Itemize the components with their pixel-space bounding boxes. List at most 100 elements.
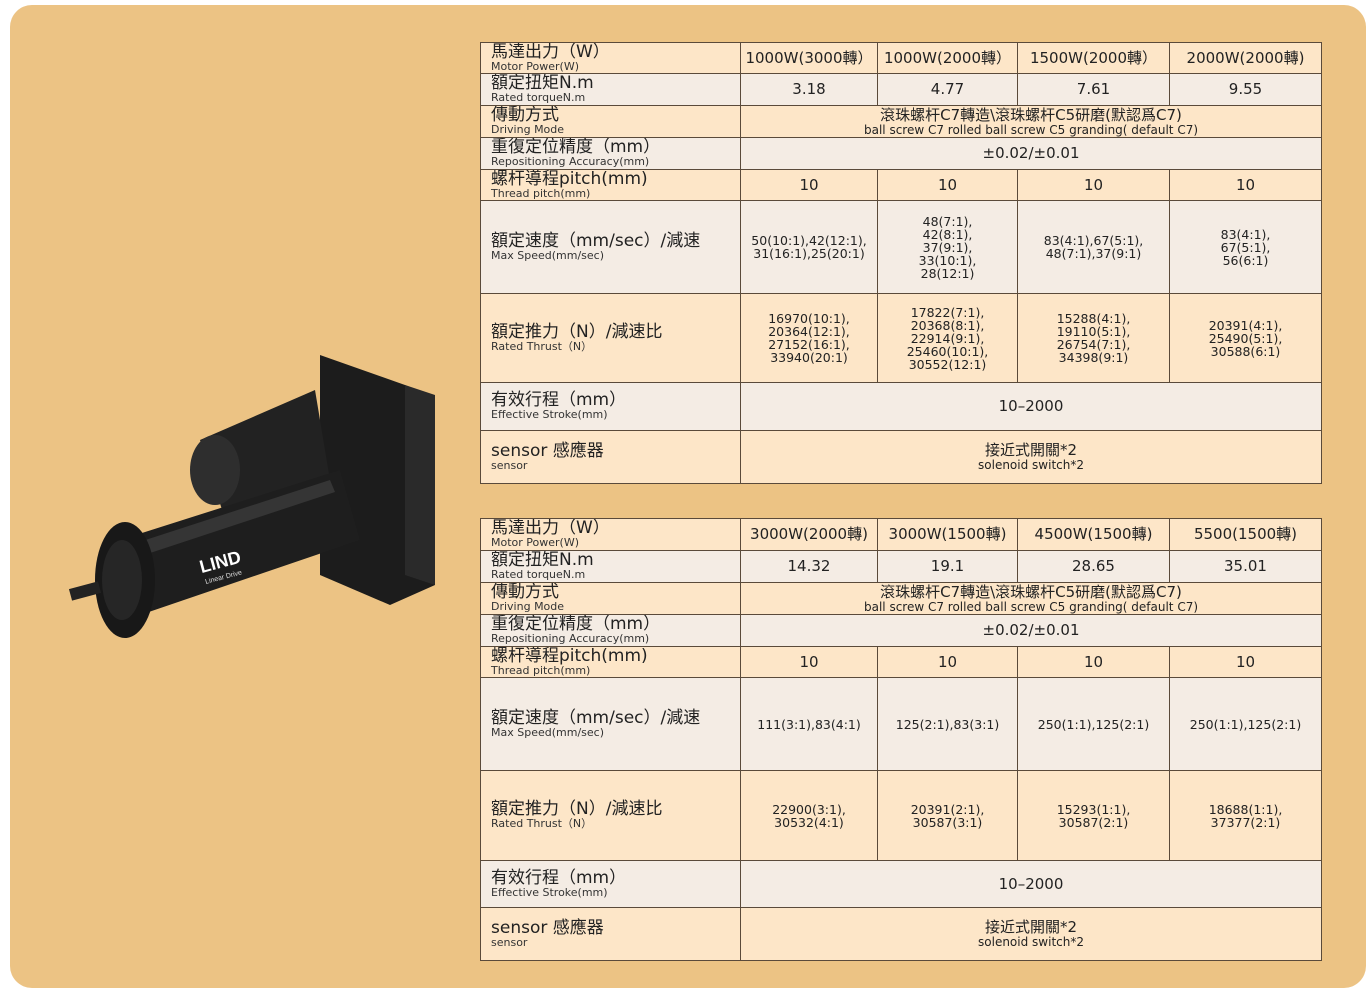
label-en: Effective Stroke(mm): [491, 408, 608, 421]
cell-text: 10: [799, 652, 819, 671]
cell-text: ±0.02/±0.01: [982, 144, 1080, 162]
row-label: 重復定位精度（mm） Repositioning Accuracy(mm): [480, 614, 741, 647]
row-label: sensor 感應器 sensor: [480, 907, 741, 961]
label-zh: 傳動方式: [491, 582, 559, 602]
cell-text: 30532(4:1): [774, 814, 844, 830]
label-en: Repositioning Accuracy(mm): [491, 632, 650, 645]
label-zh: 有效行程（mm）: [491, 390, 627, 410]
spec-row: 有效行程（mm） Effective Stroke(mm) 10–2000: [480, 382, 1322, 431]
cell-text: 2000W(2000轉): [1186, 48, 1305, 67]
cell-text: 27152(16:1),: [768, 337, 850, 352]
spec-cell: 17822(7:1), 20368(8:1), 22914(9:1), 25460(1…: [877, 293, 1018, 383]
spec-cell: 20391(4:1), 25490(5:1), 30588(6:1): [1169, 293, 1322, 383]
row-label: 螺杆導程pitch(mm) Thread pitch(mm): [480, 646, 741, 678]
cell-text: 111(3:1),83(4:1): [757, 716, 861, 732]
cell-text: 26754(7:1),: [1056, 337, 1131, 352]
cell-text: 19110(5:1),: [1056, 324, 1131, 339]
label-zh: 螺杆導程pitch(mm): [491, 169, 648, 189]
cell-text: 1500W(2000轉）: [1029, 48, 1158, 67]
spec-cell: 10: [740, 646, 878, 678]
row-label: sensor 感應器 sensor: [480, 430, 741, 484]
spec-row: 傳動方式 Driving Mode 滾珠螺杆C7轉造\滾珠螺杆C5研磨(默認爲C7)…: [480, 582, 1322, 615]
spec-cell: 3.18: [740, 73, 878, 106]
cell-text: 83(4:1),67(5:1),: [1043, 233, 1144, 248]
label-en: Motor Power(W): [491, 59, 579, 73]
cell-text: 30587(3:1): [912, 814, 983, 830]
spec-row: 額定速度（mm/sec）/減速 Max Speed(mm/sec) 50(10:1)…: [480, 200, 1322, 294]
spec-cell: 19.1: [877, 550, 1018, 583]
spec-cell: 接近式開關*2 solenoid switch*2: [740, 430, 1322, 484]
cell-text: 10–2000: [998, 874, 1064, 893]
spec-cell: 接近式開關*2 solenoid switch*2: [740, 907, 1322, 961]
cell-text: 30588(6:1): [1210, 343, 1281, 359]
spec-cell: 10–2000: [740, 382, 1322, 431]
cell-text: 20368(8:1),: [910, 317, 985, 333]
cell-text: 22900(3:1),: [772, 801, 846, 817]
spec-cell: ±0.02/±0.01: [740, 614, 1322, 647]
spec-cell: 28.65: [1017, 550, 1170, 583]
label-en: Max Speed(mm/sec): [491, 248, 604, 262]
cell-text: 4.77: [930, 80, 965, 98]
label-en: Thread pitch(mm): [491, 663, 591, 677]
cell-text: 滾珠螺杆C7轉造\滾珠螺杆C5研磨(默認爲C7): [880, 105, 1182, 124]
cell-text: 33(10:1),: [918, 252, 977, 268]
cell-text: 56(6:1): [1222, 252, 1269, 268]
cell-text: 10: [1235, 175, 1256, 194]
cell-text: 5500(1500轉): [1193, 525, 1298, 543]
spec-cell: 10: [1169, 169, 1322, 201]
spec-cell: 滾珠螺杆C7轉造\滾珠螺杆C5研磨(默認爲C7) ball screw C7 ro…: [740, 582, 1322, 615]
row-label: 重復定位精度（mm） Repositioning Accuracy(mm): [480, 137, 741, 170]
spec-cell: 10: [1017, 169, 1170, 201]
cell-text: ball screw C7 rolled ball screw C5 grand…: [863, 599, 1199, 614]
label-en: sensor: [491, 935, 528, 949]
label-en: sensor: [491, 458, 528, 472]
spec-cell: 2000W(2000轉): [1169, 42, 1322, 74]
cell-text: 10–2000: [998, 397, 1064, 415]
cell-text: 37377(2:1): [1210, 814, 1281, 830]
spec-row: 額定推力（N）/減速比 Rated Thrust（N） 16970(10:1), 20…: [480, 293, 1322, 383]
cell-text: 20364(12:1),: [768, 324, 850, 339]
spec-cell: 15293(1:1), 30587(2:1): [1017, 770, 1170, 861]
spec-cell: 10: [740, 169, 878, 201]
label-zh: 額定扭矩N.m: [491, 550, 594, 570]
cell-text: 3.18: [792, 80, 826, 98]
cell-text: 14.32: [787, 557, 831, 575]
cell-text: 50(10:1),42(12:1),: [751, 233, 867, 248]
spec-cell: 50(10:1),42(12:1), 31(16:1),25(20:1): [740, 200, 878, 294]
spec-row: sensor 感應器 sensor 接近式開關*2 solenoid switch*2: [480, 430, 1322, 484]
label-zh: 額定扭矩N.m: [491, 73, 594, 93]
label-en: Thread pitch(mm): [491, 186, 591, 200]
spec-cell: 35.01: [1169, 550, 1322, 583]
cell-text: solenoid switch*2: [978, 935, 1084, 949]
spec-cell: 滾珠螺杆C7轉造\滾珠螺杆C5研磨(默認爲C7) ball screw C7 ro…: [740, 105, 1322, 138]
cell-text: 1000W(2000轉）: [883, 48, 1012, 67]
row-label: 額定扭矩N.m Rated torqueN.m: [480, 550, 741, 583]
spec-row: 額定扭矩N.m Rated torqueN.m 14.32 19.1 28.65 35.0…: [480, 550, 1322, 583]
cell-text: 9.55: [1228, 80, 1263, 98]
label-zh: 傳動方式: [491, 105, 559, 125]
spec-cell: ±0.02/±0.01: [740, 137, 1322, 170]
cell-text: 83(4:1),: [1220, 226, 1271, 242]
spec-cell: 10–2000: [740, 860, 1322, 908]
spec-cell: 83(4:1),67(5:1), 48(7:1),37(9:1): [1017, 200, 1170, 294]
cell-text: 接近式開關*2: [984, 918, 1078, 936]
cell-text: 10: [799, 175, 819, 194]
spec-cell: 250(1:1),125(2:1): [1017, 677, 1170, 771]
cell-text: 15288(4:1),: [1056, 311, 1131, 326]
cell-text: 35.01: [1224, 557, 1267, 575]
cell-text: 25490(5:1),: [1208, 330, 1283, 346]
label-en: Motor Power(W): [491, 536, 579, 549]
cell-text: 250(1:1),125(2:1): [1189, 716, 1302, 732]
cell-text: 7.61: [1076, 80, 1111, 98]
spec-cell: 10: [1017, 646, 1170, 678]
cell-text: 25460(10:1),: [906, 343, 989, 359]
row-label: 額定速度（mm/sec）/減速 Max Speed(mm/sec): [480, 200, 741, 294]
spec-cell: 250(1:1),125(2:1): [1169, 677, 1322, 771]
cell-text: 3000W(2000轉): [750, 525, 868, 543]
row-label: 傳動方式 Driving Mode: [480, 582, 741, 615]
cell-text: 125(2:1),83(3:1): [895, 716, 1000, 732]
spec-cell: 4.77: [877, 73, 1018, 106]
cell-text: 67(5:1),: [1220, 239, 1271, 255]
spec-row: 有效行程（mm） Effective Stroke(mm) 10–2000: [480, 860, 1322, 908]
spec-row: 螺杆導程pitch(mm) Thread pitch(mm) 10 10 10 10: [480, 169, 1322, 201]
